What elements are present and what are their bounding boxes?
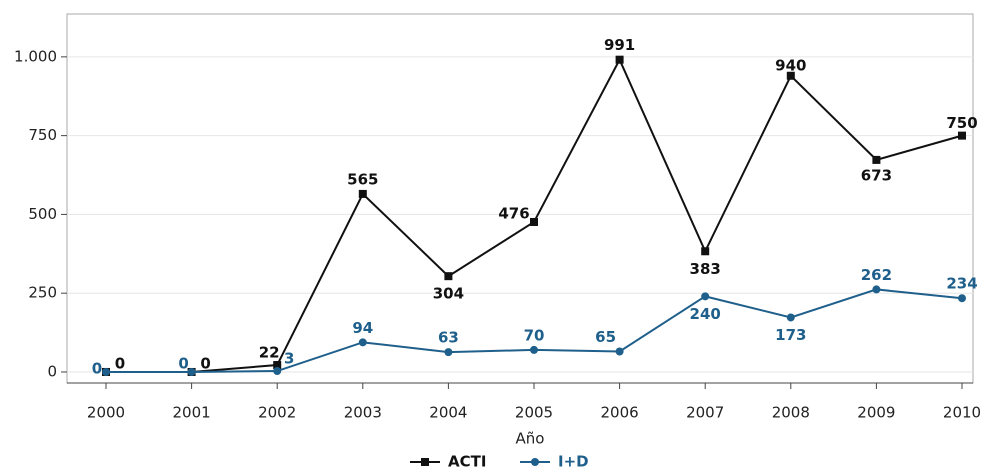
data-label: 0 (115, 354, 125, 372)
x-tick-label: 2001 (173, 404, 211, 422)
data-label: 750 (946, 114, 977, 132)
point (358, 338, 367, 347)
point (958, 294, 966, 303)
data-label: 240 (690, 305, 721, 323)
point (358, 189, 367, 198)
data-label: 383 (690, 260, 721, 278)
data-label: 0 (200, 354, 210, 372)
data-label: 65 (595, 328, 616, 346)
point (273, 361, 282, 370)
y-tick-label: 500 (28, 205, 57, 223)
data-label: 476 (498, 204, 529, 222)
data-label: 940 (775, 56, 806, 74)
data-label: 0 (92, 359, 102, 377)
point (872, 285, 881, 294)
point (530, 217, 538, 226)
point (530, 345, 538, 354)
data-label: 991 (604, 36, 635, 54)
legend-label: ACTI (448, 453, 486, 470)
data-label: 565 (347, 170, 378, 188)
point (615, 55, 624, 64)
point (444, 272, 453, 281)
point (958, 131, 966, 140)
x-tick-label: 2004 (429, 404, 467, 422)
point (273, 367, 282, 376)
legend-marker (531, 458, 539, 466)
point (444, 348, 453, 357)
data-label: 70 (524, 326, 545, 344)
point (102, 367, 110, 376)
point (615, 347, 624, 356)
point (872, 155, 881, 164)
data-label: 673 (861, 166, 892, 184)
x-axis-label: Año (516, 430, 545, 448)
y-tick-label: 250 (28, 284, 57, 302)
point (786, 71, 795, 80)
y-tick-label: 1.000 (14, 47, 57, 65)
plot-frame (66, 13, 974, 384)
data-label: 234 (946, 275, 977, 293)
legend-marker (421, 458, 429, 466)
data-label: 0 (178, 354, 188, 372)
point (701, 292, 710, 301)
x-tick-label: 2003 (344, 404, 382, 422)
y-tick-label: 0 (47, 362, 57, 380)
x-tick-label: 2009 (857, 404, 895, 422)
x-tick-label: 2007 (686, 404, 724, 422)
x-tick-label: 2010 (943, 404, 981, 422)
data-label: 63 (438, 329, 459, 347)
legend-label: I+D (558, 453, 589, 470)
x-tick-label: 2000 (87, 404, 125, 422)
data-label: 173 (775, 326, 806, 344)
x-tick-label: 2005 (515, 404, 553, 422)
point (701, 247, 710, 256)
series-line (106, 57, 963, 373)
x-tick-label: 2008 (772, 404, 810, 422)
data-label: 22 (259, 344, 280, 362)
y-tick-label: 750 (28, 126, 57, 144)
data-label: 94 (352, 319, 373, 337)
data-label: 262 (861, 266, 892, 284)
x-tick-label: 2002 (258, 404, 296, 422)
point (187, 367, 196, 376)
x-tick-label: 2006 (601, 404, 639, 422)
data-label: 304 (433, 285, 464, 303)
data-label: 3 (284, 350, 294, 368)
point (786, 313, 795, 322)
